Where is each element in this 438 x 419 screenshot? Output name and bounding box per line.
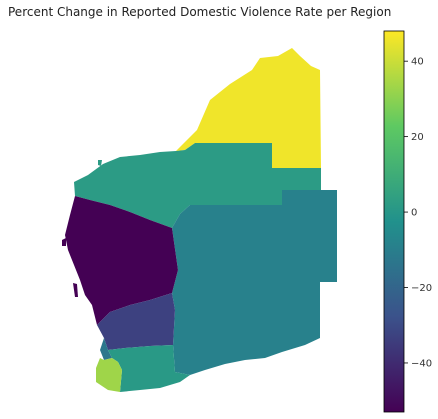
region-great-southern[interactable] xyxy=(108,345,190,392)
region-kimberley[interactable] xyxy=(176,48,321,168)
colorbar-tick-label: −20 xyxy=(411,283,432,294)
region-goldfields-esperance[interactable] xyxy=(172,190,337,375)
colorbar: 40 20 0 −20 −40 xyxy=(383,30,432,413)
region-pilbara[interactable] xyxy=(74,143,321,228)
region-wheatbelt[interactable] xyxy=(97,293,175,350)
region-southwest[interactable] xyxy=(96,358,122,392)
island-shark-bay xyxy=(62,238,66,246)
colorbar-bar xyxy=(383,30,405,413)
colorbar-tick-label: −40 xyxy=(411,358,432,369)
island-abrolhos xyxy=(73,283,78,297)
island-dirk-hartog xyxy=(98,160,102,166)
chart-title: Percent Change in Reported Domestic Viol… xyxy=(8,5,392,19)
region-peel[interactable] xyxy=(100,338,112,360)
colorbar-tick-label: 40 xyxy=(411,57,424,68)
colorbar-tick-label: 0 xyxy=(411,208,417,219)
colorbar-tick-label: 20 xyxy=(411,132,424,143)
colorbar-ticks: 40 20 0 −20 −40 xyxy=(404,57,432,369)
region-midwest-gascoyne[interactable] xyxy=(65,196,178,325)
